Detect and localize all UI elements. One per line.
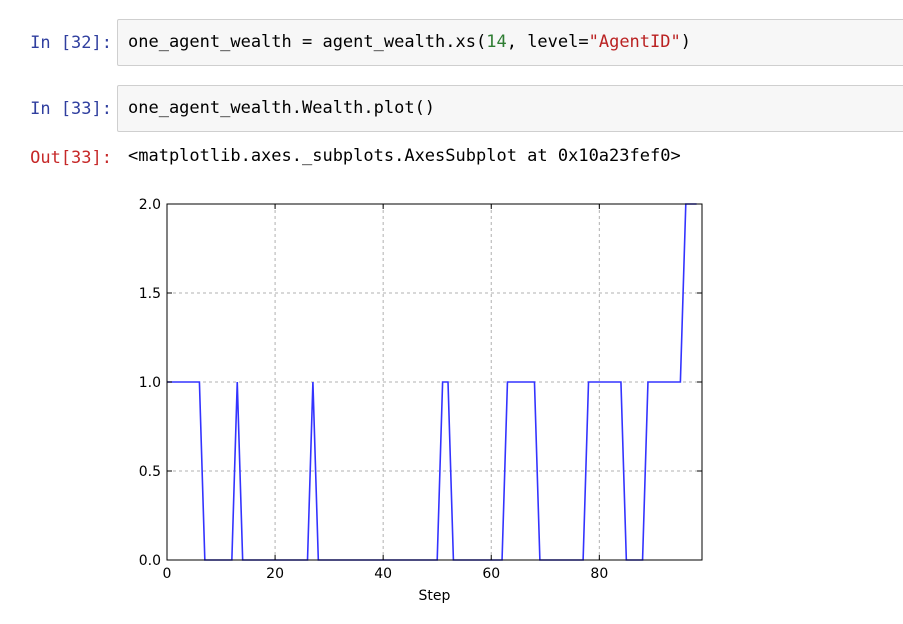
x-tick-label: 40 — [374, 566, 392, 582]
code-string: "AgentID" — [588, 32, 681, 52]
output-text: <matplotlib.axes._subplots.AxesSubplot a… — [128, 146, 681, 166]
code-number: 14 — [486, 32, 507, 52]
x-tick-label: 80 — [590, 566, 608, 582]
x-tick-label: 60 — [482, 566, 500, 582]
x-axis-label: Step — [419, 588, 451, 604]
code-token: ) — [680, 32, 691, 52]
y-tick-label: 0.0 — [139, 553, 161, 569]
y-tick-label: 1.0 — [139, 375, 161, 391]
input-prompt: In [32]: — [30, 33, 112, 53]
code-input[interactable]: one_agent_wealth = agent_wealth.xs(14, l… — [117, 19, 903, 66]
y-tick-label: 1.5 — [139, 286, 161, 302]
code-token: , level= — [506, 32, 589, 52]
x-tick-label: 0 — [163, 566, 172, 582]
code-token: one_agent_wealth.Wealth.plot() — [128, 98, 436, 118]
output-prompt: Out[33]: — [30, 148, 112, 168]
y-tick-label: 2.0 — [139, 197, 161, 213]
x-tick-label: 20 — [266, 566, 284, 582]
code-token: one_agent_wealth = agent_wealth.xs( — [128, 32, 487, 52]
code-input[interactable]: one_agent_wealth.Wealth.plot() — [117, 85, 903, 132]
line-chart: 0 20 40 60 80 0.0 0.5 1.0 1.5 2.0 Step — [139, 197, 703, 604]
input-prompt: In [33]: — [30, 99, 112, 119]
y-tick-label: 0.5 — [139, 464, 161, 480]
